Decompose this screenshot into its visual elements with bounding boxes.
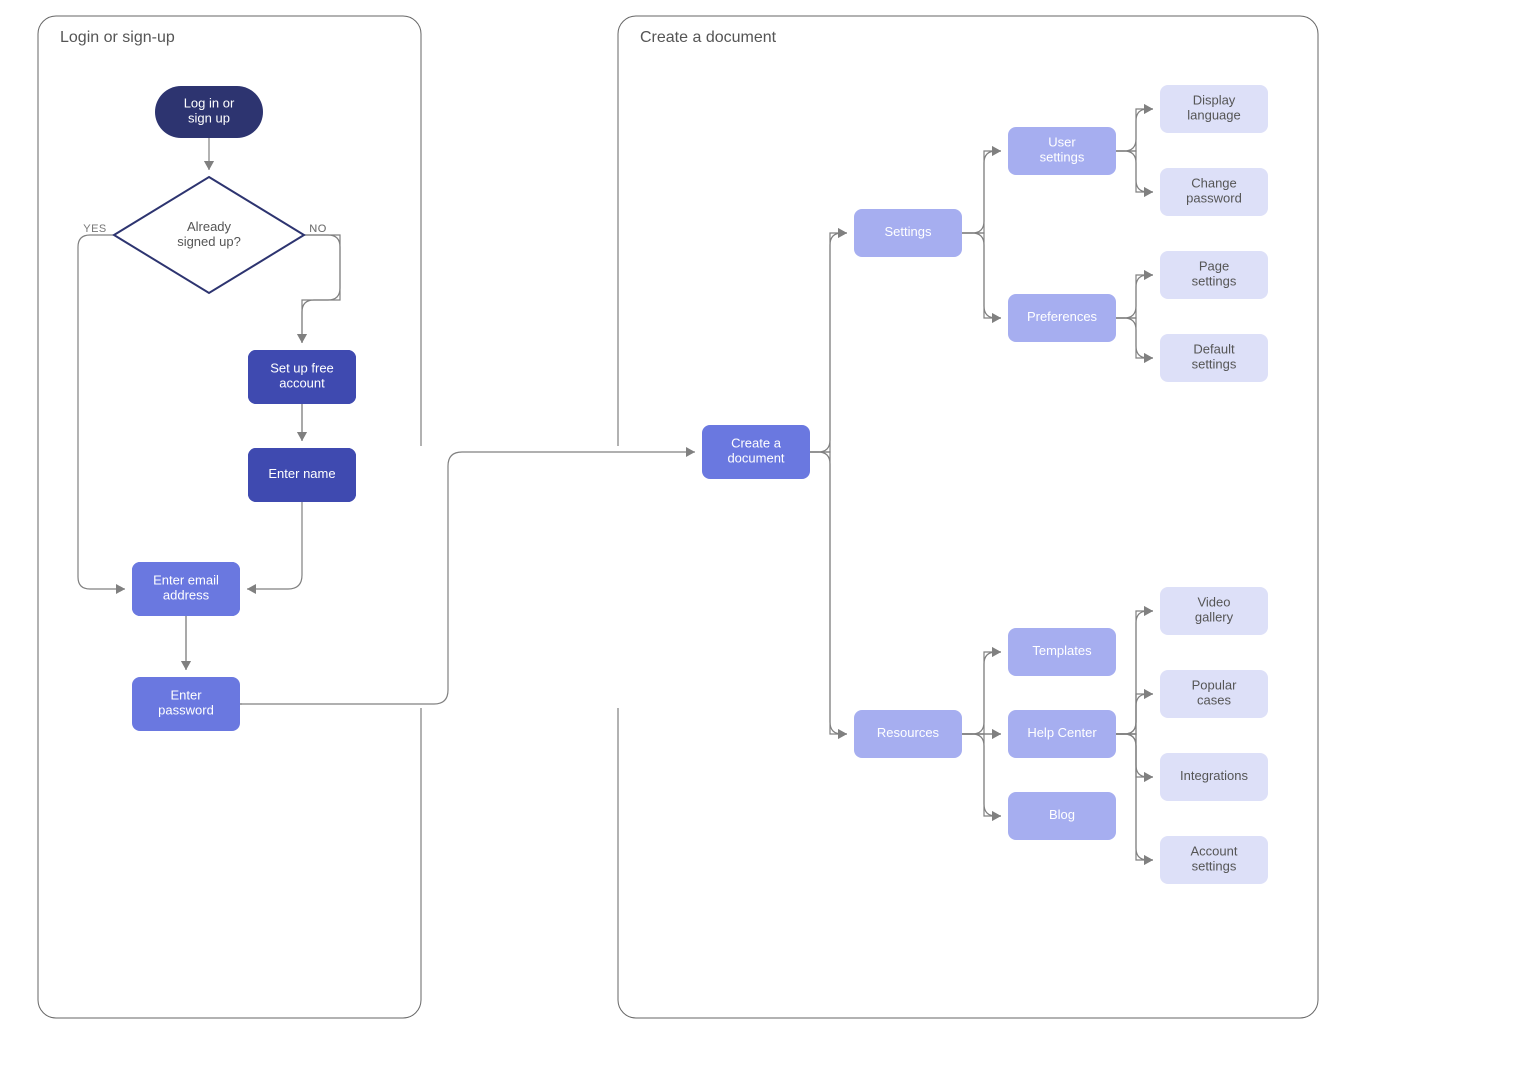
node-video_gallery: Videogallery [1160, 587, 1268, 635]
node-login_signup: Log in orsign up [155, 86, 263, 138]
svg-text:Enter name: Enter name [268, 466, 335, 481]
edge-already-setup [302, 235, 340, 343]
svg-text:Settings: Settings [885, 224, 932, 239]
svg-text:Displaylanguage: Displaylanguage [1187, 93, 1241, 123]
svg-text:Integrations: Integrations [1180, 768, 1248, 783]
edge-settings-user_settings [962, 151, 1001, 233]
svg-text:Defaultsettings: Defaultsettings [1192, 342, 1237, 372]
node-help_center: Help Center [1008, 710, 1116, 758]
svg-text:Blog: Blog [1049, 807, 1075, 822]
edge-resources-blog [962, 734, 1001, 816]
node-already: Alreadysigned up? [114, 177, 304, 293]
edge-label-yes: YES [83, 223, 107, 235]
node-page_settings: Pagesettings [1160, 251, 1268, 299]
flowchart-canvas: Login or sign-upCreate a document YESNOY… [0, 0, 1536, 1086]
node-change_pw: Changepassword [1160, 168, 1268, 216]
group-title-login: Login or sign-up [60, 29, 175, 46]
svg-text:Accountsettings: Accountsettings [1191, 844, 1238, 874]
svg-text:Help Center: Help Center [1027, 725, 1097, 740]
edge-settings-preferences [962, 233, 1001, 318]
node-popular_cases: Popularcases [1160, 670, 1268, 718]
group-title-document: Create a document [640, 29, 777, 46]
svg-text:Create adocument: Create adocument [727, 436, 784, 466]
svg-text:Resources: Resources [877, 725, 940, 740]
edge-help_center-video_gallery [1116, 611, 1153, 734]
node-user_settings: Usersettings [1008, 127, 1116, 175]
node-display_lang: Displaylanguage [1160, 85, 1268, 133]
svg-text:Enter emailaddress: Enter emailaddress [153, 573, 219, 603]
node-setup: Set up freeaccount [248, 350, 356, 404]
edge-create_doc-resources [810, 452, 847, 734]
svg-text:Videogallery: Videogallery [1195, 595, 1234, 625]
node-create_doc: Create adocument [702, 425, 810, 479]
node-templates: Templates [1008, 628, 1116, 676]
node-settings: Settings [854, 209, 962, 257]
svg-text:Popularcases: Popularcases [1192, 678, 1237, 708]
edge-resources-templates [962, 652, 1001, 734]
svg-text:Preferences: Preferences [1027, 309, 1098, 324]
node-default_sett: Defaultsettings [1160, 334, 1268, 382]
node-integrations: Integrations [1160, 753, 1268, 801]
node-enter_name: Enter name [248, 448, 356, 502]
svg-text:Log in orsign up: Log in orsign up [184, 96, 235, 126]
svg-text:Set up freeaccount: Set up freeaccount [270, 361, 334, 391]
node-resources: Resources [854, 710, 962, 758]
edge-label-no: NO [309, 223, 327, 235]
node-blog: Blog [1008, 792, 1116, 840]
edge-create_doc-settings [810, 233, 847, 452]
edge-help_center-account_sett [1116, 734, 1153, 860]
node-account_sett: Accountsettings [1160, 836, 1268, 884]
svg-text:Changepassword: Changepassword [1186, 176, 1242, 206]
svg-text:Templates: Templates [1032, 643, 1092, 658]
node-enter_email: Enter emailaddress [132, 562, 240, 616]
node-preferences: Preferences [1008, 294, 1116, 342]
node-enter_password: Enterpassword [132, 677, 240, 731]
